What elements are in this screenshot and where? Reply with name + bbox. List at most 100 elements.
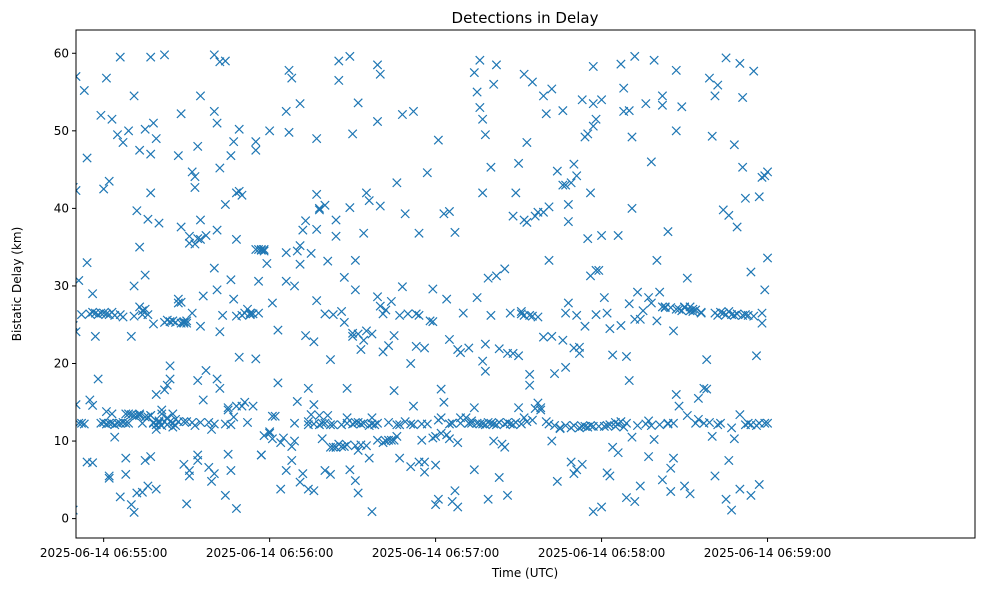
data-point: [334, 75, 344, 86]
data-point: [541, 109, 551, 119]
data-point: [190, 171, 200, 182]
data-point: [353, 445, 363, 455]
data-point: [93, 310, 103, 320]
data-point: [569, 159, 579, 169]
data-point: [757, 308, 767, 318]
data-point: [685, 489, 695, 499]
data-point: [314, 420, 325, 430]
data-point: [176, 297, 186, 307]
data-point: [140, 124, 150, 134]
data-point: [278, 433, 289, 443]
data-point: [76, 71, 81, 82]
data-point: [522, 137, 532, 148]
data-point: [378, 437, 388, 448]
data-point: [516, 309, 526, 319]
data-point: [569, 420, 579, 431]
data-point: [303, 417, 313, 427]
data-point: [140, 455, 150, 466]
data-point: [400, 209, 410, 219]
data-point: [353, 98, 363, 108]
y-tick-label: 60: [54, 46, 69, 60]
data-point: [132, 410, 142, 421]
data-point: [704, 417, 715, 428]
data-point: [176, 109, 186, 119]
data-point: [762, 418, 773, 428]
data-point: [134, 242, 145, 252]
data-point: [295, 99, 305, 109]
data-point: [668, 453, 679, 463]
data-point: [229, 412, 239, 422]
data-point: [594, 265, 604, 276]
data-point: [110, 432, 120, 442]
data-point: [112, 130, 123, 140]
data-point: [641, 99, 651, 109]
data-point: [475, 102, 485, 113]
data-point: [746, 490, 756, 500]
data-point: [693, 393, 704, 404]
data-point: [442, 430, 452, 440]
data-point: [234, 352, 244, 362]
data-point: [104, 471, 114, 481]
data-point: [381, 305, 391, 315]
data-point: [289, 418, 300, 428]
data-point: [198, 395, 208, 405]
data-point: [256, 450, 266, 460]
data-point: [101, 406, 112, 417]
data-point: [558, 335, 568, 345]
data-point: [494, 417, 504, 428]
data-point: [566, 457, 576, 467]
data-point: [500, 442, 510, 452]
data-point: [87, 307, 98, 317]
data-point: [123, 418, 134, 428]
data-point: [560, 180, 571, 190]
data-point: [251, 145, 261, 155]
data-point: [602, 308, 612, 318]
data-point: [173, 151, 183, 161]
data-point: [347, 419, 358, 429]
data-point: [151, 389, 161, 400]
data-point: [96, 110, 106, 120]
data-point: [195, 234, 206, 245]
data-point: [671, 65, 681, 75]
data-point: [740, 310, 751, 320]
data-point: [364, 196, 374, 206]
data-point: [300, 216, 311, 226]
data-point: [76, 327, 81, 337]
data-point: [146, 410, 156, 421]
data-point: [544, 202, 554, 212]
data-point: [425, 316, 435, 326]
data-point: [525, 310, 535, 321]
data-point: [295, 240, 305, 251]
data-point: [624, 375, 634, 386]
data-point: [134, 145, 145, 155]
data-point: [229, 137, 239, 147]
data-point: [397, 109, 408, 120]
data-point: [165, 361, 175, 371]
data-point: [287, 455, 297, 466]
data-point: [740, 193, 751, 203]
data-point: [184, 465, 195, 476]
data-point: [143, 310, 153, 320]
data-point: [206, 476, 217, 487]
data-point: [137, 306, 148, 316]
data-point: [563, 298, 573, 308]
data-point: [325, 354, 336, 365]
data-point: [298, 469, 308, 479]
data-point: [159, 50, 170, 60]
data-point: [677, 102, 687, 112]
data-point: [129, 281, 139, 291]
data-point: [256, 245, 266, 255]
data-point: [466, 416, 477, 426]
data-point: [657, 91, 668, 101]
data-point: [616, 320, 626, 331]
data-point: [726, 423, 737, 433]
data-point: [176, 222, 186, 232]
data-point: [560, 308, 571, 318]
data-point: [289, 281, 300, 291]
data-point: [146, 52, 156, 62]
data-point: [170, 420, 181, 431]
data-point: [389, 330, 399, 341]
data-point: [525, 380, 535, 390]
data-point: [516, 306, 526, 317]
data-point: [314, 410, 325, 421]
